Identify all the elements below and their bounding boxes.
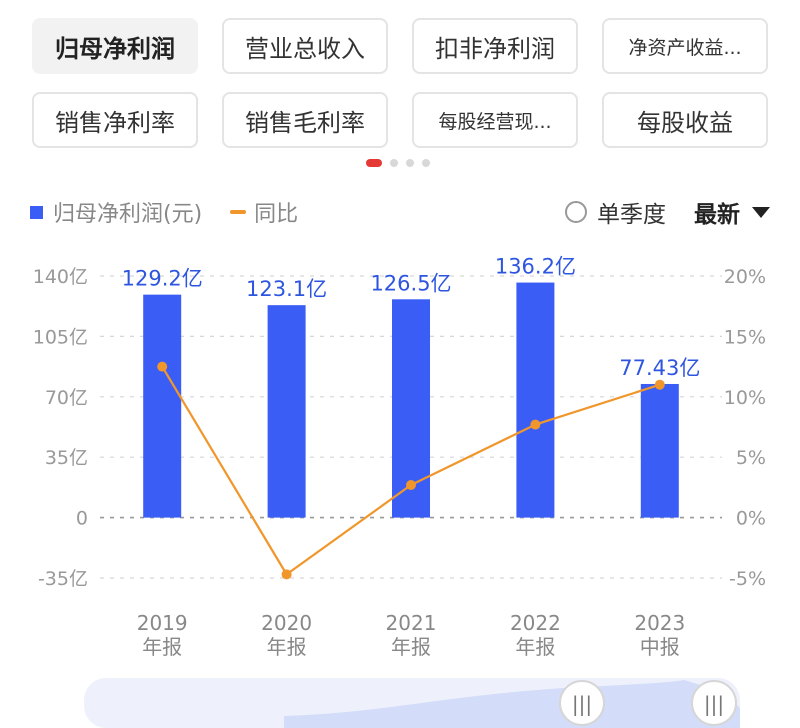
yoy-point	[654, 379, 665, 390]
yoy-point	[406, 479, 416, 490]
tab-eps[interactable]: 每股收益	[602, 92, 768, 148]
tab-gross-margin[interactable]: 销售毛利率	[222, 92, 388, 148]
slider-mini-chart	[284, 680, 740, 728]
dropdown-caret-icon[interactable]	[752, 206, 770, 218]
range-slider[interactable]: ||| |||	[84, 678, 740, 728]
slider-grip-icon: |||	[704, 692, 724, 716]
x-axis-year-label: 2019	[137, 611, 188, 635]
slider-grip-icon: |||	[572, 692, 592, 716]
slider-handle-left[interactable]: |||	[559, 680, 605, 726]
page-dot[interactable]	[390, 159, 398, 167]
period-select[interactable]: 最新	[694, 202, 740, 228]
right-axis-tick-label: 20%	[724, 266, 766, 288]
right-axis-tick-label: -5%	[729, 568, 766, 590]
quarterly-radio[interactable]	[565, 201, 587, 223]
chart-legend: 归母净利润(元) 同比	[30, 196, 298, 228]
line-legend-label: 同比	[254, 202, 299, 227]
tab-net-margin[interactable]: 销售净利率	[32, 92, 198, 148]
bar	[516, 282, 555, 518]
x-axis-year-label: 2020	[261, 611, 312, 635]
combo-chart: 140亿 105亿 70亿 35亿 0 -35亿 20% 15% 10% 5% 0% -5% 129.2…	[33, 255, 766, 659]
bar-value-label: 136.2亿	[495, 255, 576, 279]
page-dot-active[interactable]	[366, 159, 382, 167]
bar	[640, 383, 679, 518]
tab-total-revenue[interactable]: 营业总收入	[222, 18, 388, 74]
slider-handle-right[interactable]: |||	[691, 680, 737, 726]
chart-controls: 单季度 最新	[565, 194, 770, 230]
page-dot[interactable]	[422, 159, 430, 167]
metric-tabs: 归母净利润 营业总收入 扣非净利润 净资产收益... 销售净利率 销售毛利率 每…	[0, 0, 800, 160]
x-axis-report-label: 年报	[515, 635, 555, 659]
line-legend-swatch	[230, 210, 247, 214]
left-axis-tick-label: -35亿	[38, 568, 88, 590]
left-axis-tick-label: 0	[76, 508, 88, 530]
yoy-point	[157, 361, 168, 372]
left-axis-tick-label: 140亿	[33, 266, 88, 288]
bar	[267, 305, 306, 518]
right-axis-tick-label: 15%	[724, 326, 766, 348]
left-axis-tick-label: 35亿	[45, 447, 88, 469]
tab-net-profit-parent[interactable]: 归母净利润	[32, 18, 198, 74]
bar-value-label: 77.43亿	[619, 356, 700, 380]
right-axis-tick-label: 0%	[736, 508, 766, 530]
page-dot[interactable]	[406, 159, 414, 167]
x-axis-year-label: 2022	[510, 611, 561, 635]
quarterly-label[interactable]: 单季度	[597, 202, 666, 228]
bar	[143, 294, 182, 518]
x-axis-report-label: 年报	[267, 635, 307, 659]
tab-operating-cashflow-per-share[interactable]: 每股经营现...	[412, 92, 578, 148]
x-axis-year-label: 2023	[634, 611, 685, 635]
bar-value-label: 126.5亿	[370, 271, 451, 295]
x-axis-report-label: 中报	[640, 635, 680, 659]
x-axis-report-label: 年报	[391, 635, 431, 659]
x-axis-year-label: 2021	[386, 611, 437, 635]
bar-value-label: 129.2亿	[122, 267, 203, 291]
left-axis-tick-label: 70亿	[45, 387, 88, 409]
yoy-point	[281, 569, 292, 580]
tab-roe[interactable]: 净资产收益...	[602, 18, 768, 74]
bar-legend-label: 归母净利润(元)	[53, 202, 203, 227]
tab-deducted-net-profit[interactable]: 扣非净利润	[412, 18, 578, 74]
x-axis-report-label: 年报	[142, 635, 182, 659]
bar-value-label: 123.1亿	[246, 277, 327, 301]
right-axis-tick-label: 5%	[736, 447, 766, 469]
yoy-point	[530, 419, 541, 430]
left-axis-tick-label: 105亿	[33, 326, 88, 348]
bar-legend-swatch	[30, 205, 43, 219]
page-indicator	[366, 159, 430, 167]
right-axis-tick-label: 10%	[724, 387, 766, 409]
